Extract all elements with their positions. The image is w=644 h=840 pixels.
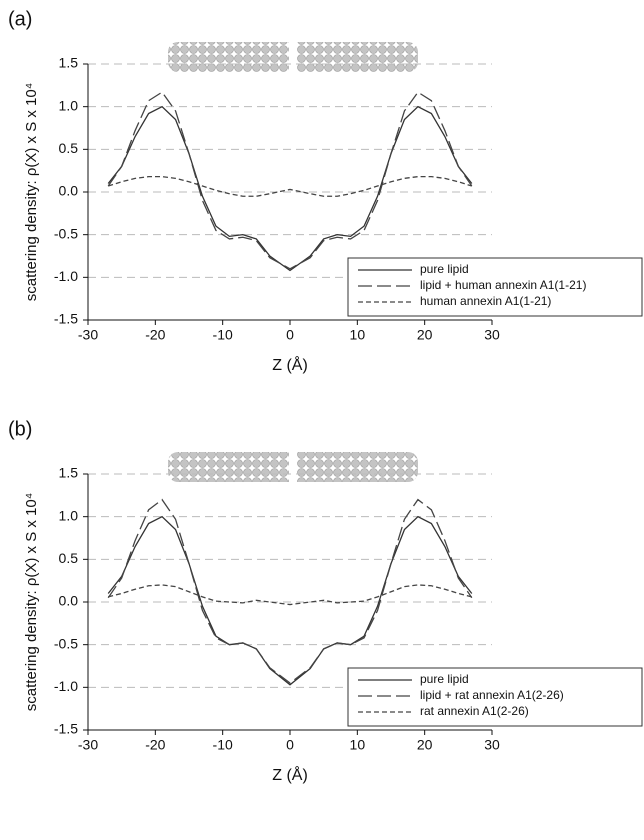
x-tick-label: 10 — [350, 327, 366, 343]
data-line — [107, 91, 473, 270]
panel-label: (a) — [8, 8, 32, 30]
data-line — [107, 105, 473, 272]
y-tick-label: 0.0 — [59, 183, 79, 199]
x-tick-label: -20 — [145, 737, 165, 753]
x-tick-label: -30 — [78, 327, 98, 343]
x-tick-label: -10 — [213, 327, 233, 343]
legend-label: lipid + human annexin A1(1-21) — [420, 278, 586, 292]
x-tick-label: -20 — [145, 327, 165, 343]
y-tick-label: -1.5 — [54, 721, 78, 737]
y-tick-label: 1.0 — [59, 97, 79, 113]
y-tick-label: 1.5 — [59, 465, 79, 481]
molecule-gap — [289, 450, 297, 484]
data-line — [107, 498, 473, 684]
x-tick-label: -30 — [78, 737, 98, 753]
x-tick-label: 20 — [417, 327, 433, 343]
legend-box — [347, 667, 643, 727]
data-line — [107, 515, 473, 686]
y-tick-label: 0.5 — [59, 550, 79, 566]
y-tick-label: -1.5 — [54, 311, 78, 327]
y-tick-label: -0.5 — [54, 635, 78, 651]
y-axis-title: scattering density: ρ(X) x S x 10⁴ — [23, 83, 40, 301]
legend-label: human annexin A1(1-21) — [420, 294, 551, 308]
legend-label: pure lipid — [420, 672, 469, 686]
legend-label: pure lipid — [420, 262, 469, 276]
data-line — [108, 175, 472, 197]
x-tick-label: 0 — [286, 327, 294, 343]
x-tick-label: -10 — [213, 737, 233, 753]
y-tick-label: 0.0 — [59, 593, 79, 609]
panel-label: (b) — [8, 418, 32, 440]
x-tick-label: 0 — [286, 737, 294, 753]
legend-label: lipid + rat annexin A1(2-26) — [420, 688, 564, 702]
y-tick-label: -1.0 — [54, 268, 78, 284]
legend-box — [347, 257, 643, 317]
x-tick-label: 30 — [484, 737, 500, 753]
x-tick-label: 20 — [417, 737, 433, 753]
y-tick-label: 0.5 — [59, 140, 79, 156]
y-tick-label: -1.0 — [54, 678, 78, 694]
y-tick-label: 1.5 — [59, 55, 79, 71]
molecule-gap — [289, 40, 297, 74]
y-tick-label: 1.0 — [59, 507, 79, 523]
y-tick-label: -0.5 — [54, 225, 78, 241]
x-tick-label: 10 — [350, 737, 366, 753]
x-axis-title: Z (Å) — [272, 765, 308, 784]
y-axis-title: scattering density: ρ(X) x S x 10⁴ — [23, 493, 40, 711]
x-tick-label: 30 — [484, 327, 500, 343]
legend-label: rat annexin A1(2-26) — [420, 704, 529, 718]
x-axis-title: Z (Å) — [272, 355, 308, 374]
data-line — [108, 584, 472, 606]
